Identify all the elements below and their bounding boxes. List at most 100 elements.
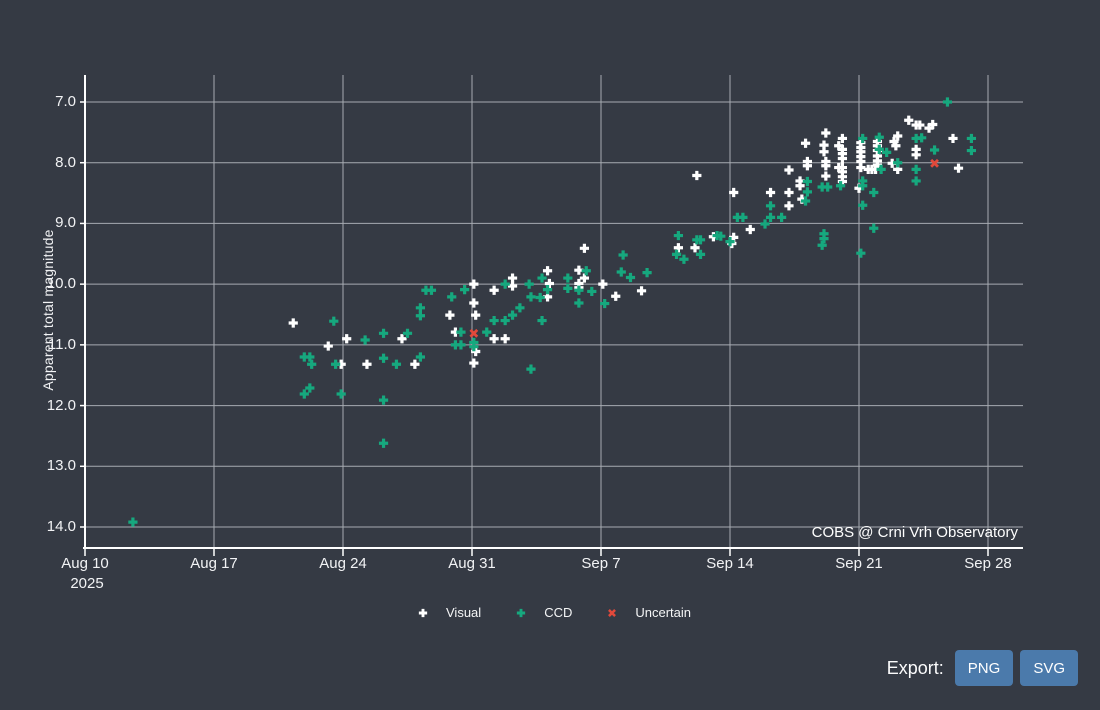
data-point-ccd [800,196,811,206]
x-tick-label: Aug 24 [319,555,367,572]
data-point-visual [469,298,479,308]
data-point-ccd [299,389,309,399]
data-point-ccd [378,353,389,363]
observatory-watermark: COBS @ Crni Vrh Observatory [811,524,1018,541]
data-point-ccd [537,315,547,326]
data-point-visual [397,334,407,344]
data-point-visual [611,291,621,301]
legend-item-uncertain[interactable]: Uncertain [606,605,691,620]
data-point-ccd [305,383,315,393]
data-point-ccd [305,352,315,362]
data-point-visual [445,310,455,320]
data-point-visual [953,163,964,173]
data-point-visual [837,133,848,144]
visual-marker-icon [418,608,428,617]
data-point-ccd [426,285,437,295]
data-point-ccd [535,292,545,303]
data-point-visual [819,147,829,157]
data-point-ccd [489,315,499,326]
data-point-visual [745,224,755,235]
data-point-visual [915,120,925,130]
data-point-ccd [616,267,626,277]
data-point-ccd [378,438,389,448]
data-point-ccd [738,212,748,222]
data-point-visual [636,286,647,296]
data-point-ccd [482,327,492,337]
data-point-ccd [823,182,833,192]
data-point-ccd [869,187,879,198]
legend: Visual CCD Uncertain [85,605,1023,620]
data-point-ccd [716,231,726,241]
data-point-ccd [415,352,425,362]
data-point-visual [690,243,700,253]
visual-marker-glyph [418,608,428,617]
data-point-uncertain [469,328,479,338]
data-point-ccd [563,273,573,283]
export-svg-button[interactable]: SVG [1020,650,1078,686]
y-tick-label: 12.0 [46,396,76,414]
data-point-ccd [402,328,413,338]
data-point-ccd [671,249,682,259]
data-point-ccd [760,219,770,229]
data-point-ccd [765,201,776,211]
data-point-ccd [802,187,812,197]
export-toolbar: Export: PNG SVG [887,650,1078,686]
data-point-visual [904,115,914,125]
data-point-ccd [765,212,776,222]
data-point-visual [489,285,499,295]
data-point-ccd [858,200,868,210]
data-point-ccd [542,285,553,295]
legend-label: Uncertain [635,605,691,620]
series-ccd [128,97,977,527]
data-point-ccd [500,315,510,326]
data-point-visual [500,334,510,344]
y-axis-title: Apparent total magnitude [40,229,56,391]
data-point-visual [673,243,683,253]
data-point-visual [800,138,811,148]
data-point-ccd [500,279,510,289]
data-point-ccd [447,292,457,302]
data-point-ccd [725,237,735,247]
data-point-visual [911,150,921,160]
data-point-visual [784,187,794,198]
data-point-visual [471,346,481,357]
data-point-ccd [618,250,628,260]
data-point-ccd [893,158,903,168]
data-point-ccd [856,248,866,258]
x-tick-label: Sep 21 [835,555,883,572]
data-point-visual [342,334,352,344]
legend-item-ccd[interactable]: CCD [515,605,572,620]
y-tick-label: 7.0 [55,93,76,110]
export-png-button[interactable]: PNG [954,650,1014,686]
data-point-ccd [378,395,389,405]
y-tick-label: 13.0 [46,457,76,475]
data-point-visual [802,161,812,171]
data-point-visual [837,153,848,164]
x-tick-label: Aug 17 [190,555,238,572]
data-point-visual [784,165,794,175]
data-point-ccd [673,230,683,241]
data-point-visual [410,359,420,369]
data-point-visual [542,266,553,276]
data-point-ccd [911,176,921,186]
data-point-ccd [329,316,339,326]
data-point-ccd [460,285,470,295]
data-point-ccd [526,364,536,374]
data-point-ccd [307,359,317,369]
data-point-ccd [574,285,584,295]
data-point-visual [507,273,518,283]
x-axis-year-label: 2025 [70,575,104,592]
data-point-ccd [563,283,573,293]
legend-label: CCD [544,605,573,620]
data-point-ccd [882,147,892,157]
data-point-uncertain [930,158,939,168]
data-point-visual [579,273,590,283]
legend-item-visual[interactable]: Visual [417,605,481,620]
data-point-ccd [858,133,868,144]
data-point-visual [544,278,554,289]
data-point-ccd [526,292,536,302]
data-point-ccd [817,240,827,250]
y-tick-label: 10.0 [46,275,76,293]
data-point-ccd [929,145,940,155]
